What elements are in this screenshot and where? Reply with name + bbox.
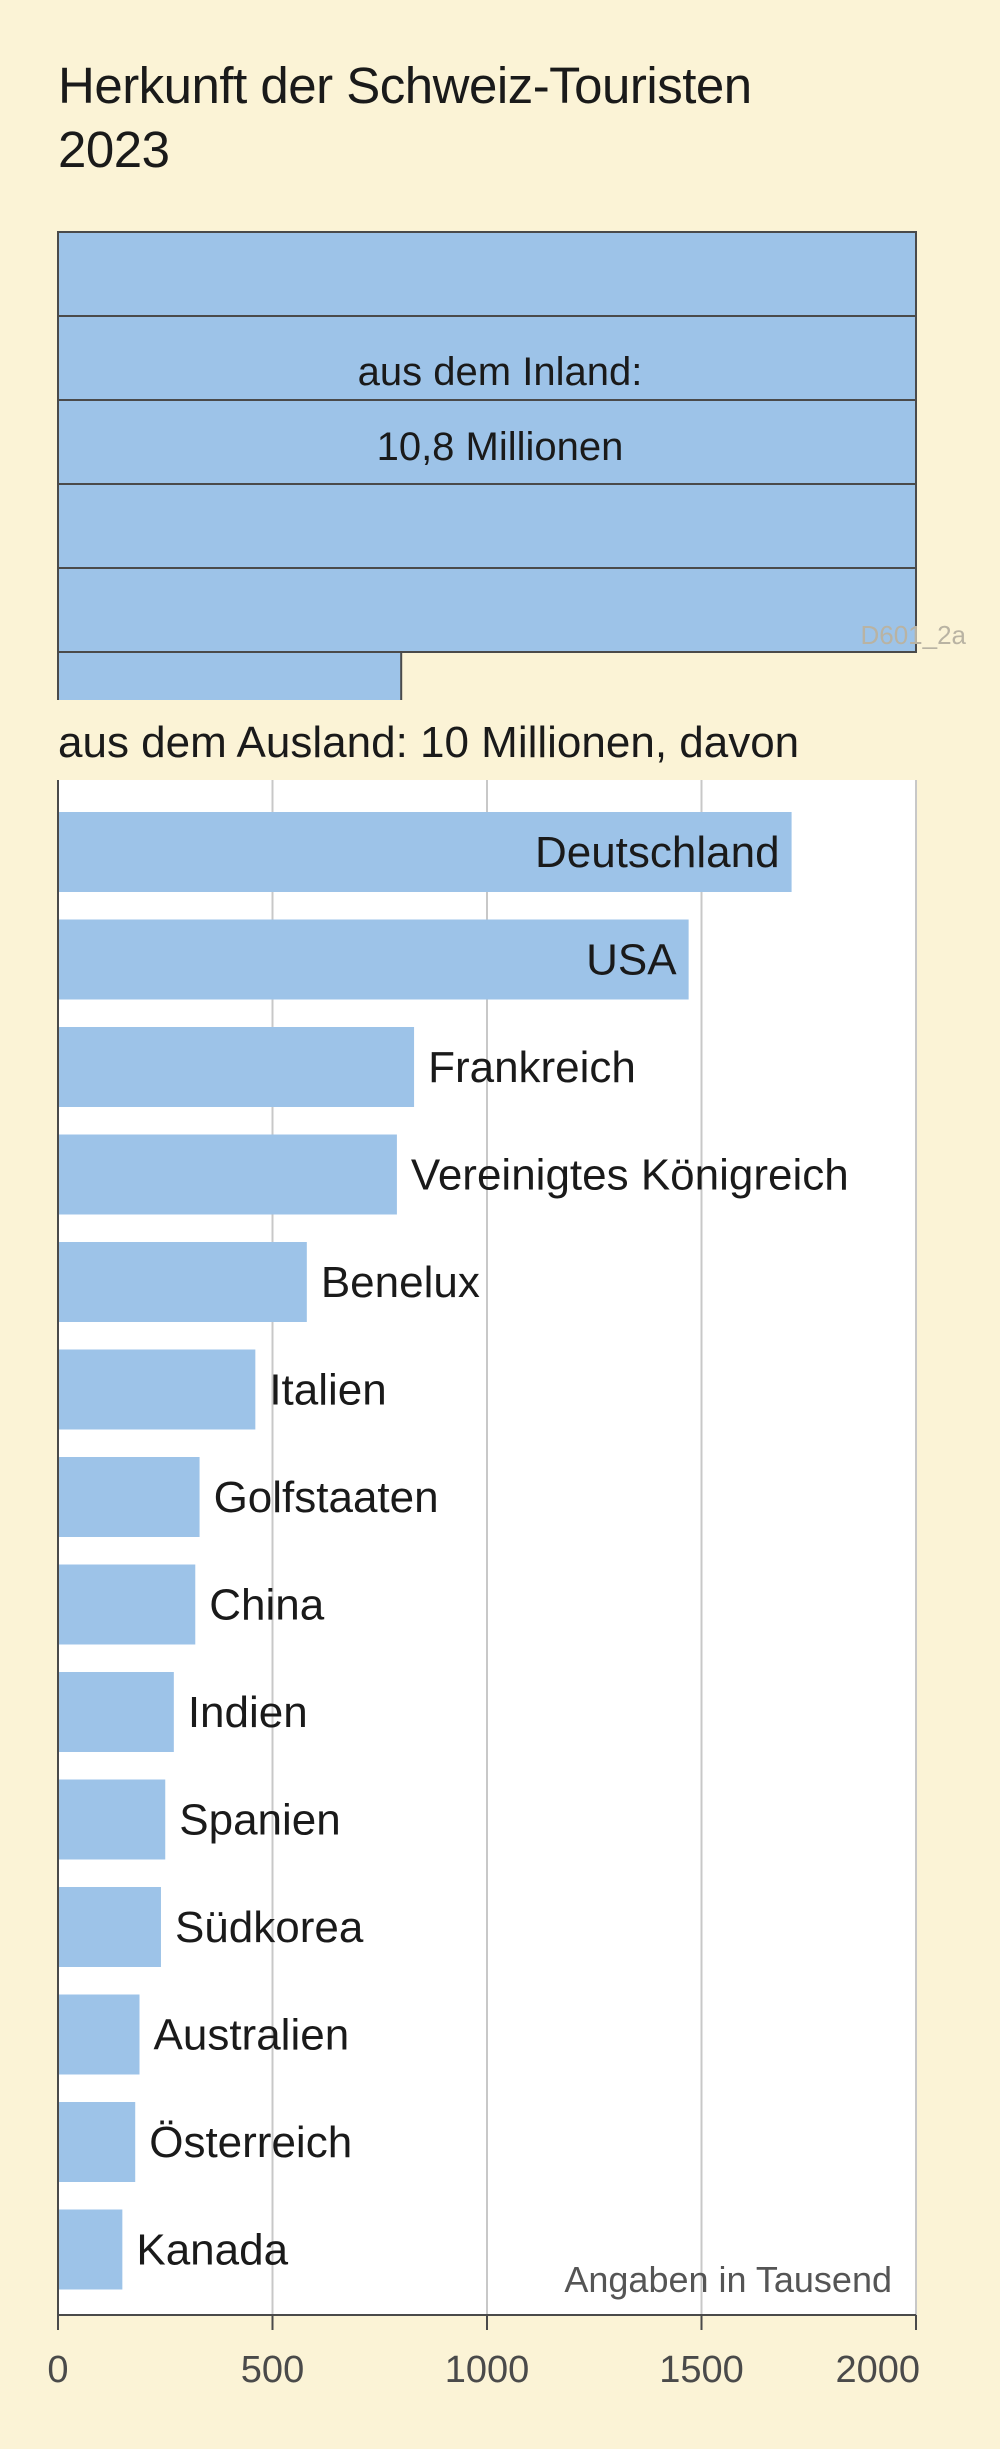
bar: [58, 1457, 200, 1537]
bar: [58, 1994, 140, 2075]
bar-label: Golfstaaten: [214, 1473, 439, 1522]
x-tick-label: 0: [47, 2349, 68, 2391]
page-title-line2: 2023: [58, 121, 170, 178]
bar: [58, 1027, 415, 1107]
inland-bar-segment: [57, 483, 917, 569]
x-tick-label: 1000: [445, 2349, 530, 2391]
bar-label: Österreich: [149, 2118, 352, 2167]
chart-title: aus dem Ausland: 10 Millionen, davon: [58, 718, 800, 767]
bar: [58, 1134, 397, 1215]
unit-note: Angaben in Tausend: [564, 2259, 892, 2300]
bar: [58, 812, 792, 892]
inland-value-label: 10,8 Millionen: [377, 425, 624, 469]
inland-bar-segment: [57, 567, 917, 653]
bar: [58, 1672, 174, 1752]
page-title: Herkunft der Schweiz-Touristen 2023: [58, 54, 752, 182]
bar: [58, 1887, 161, 1967]
x-tick-label: 500: [241, 2349, 304, 2391]
bars: [58, 812, 792, 2290]
inland-bar-chart: aus dem Inland: 10,8 Millionen: [57, 231, 917, 700]
inland-label: aus dem Inland:: [358, 350, 643, 394]
bar: [58, 2102, 136, 2182]
bar: [58, 1349, 256, 1430]
inland-bars: [57, 231, 917, 700]
bar-label: Australien: [154, 2011, 350, 2060]
bar-label: USA: [586, 936, 677, 985]
bar: [58, 1242, 307, 1322]
bar-label: Kanada: [136, 2226, 288, 2275]
inland-bar-segment: [57, 651, 403, 700]
bar-labels: Deutschland USA Frankreich Vereinigtes Köni…: [136, 828, 848, 2275]
bar: [58, 919, 689, 1000]
bar-label: Südkorea: [175, 1903, 364, 1952]
bar-label: Deutschland: [535, 828, 780, 877]
x-tick-label: 2000: [835, 2349, 920, 2391]
bar: [58, 1779, 166, 1860]
bar: [58, 2209, 123, 2290]
x-axis-ticks: 0 500 1000 1500 2000: [47, 2315, 920, 2391]
bar-label: Benelux: [321, 1258, 480, 1307]
source-code: D601_2a: [860, 620, 966, 650]
inland-bar-segment: [57, 399, 917, 485]
bar-label: Frankreich: [428, 1043, 636, 1092]
bar-label: Italien: [269, 1366, 386, 1415]
bar-label: Spanien: [179, 1796, 340, 1845]
bar-label: Vereinigtes Königreich: [411, 1151, 849, 1200]
bar-label: Indien: [188, 1688, 308, 1737]
page-title-line1: Herkunft der Schweiz-Touristen: [58, 57, 752, 114]
inland-bar-segment: [57, 315, 917, 401]
bar-label: China: [209, 1581, 324, 1630]
x-tick-label: 1500: [659, 2349, 744, 2391]
bar: [58, 1564, 196, 1645]
